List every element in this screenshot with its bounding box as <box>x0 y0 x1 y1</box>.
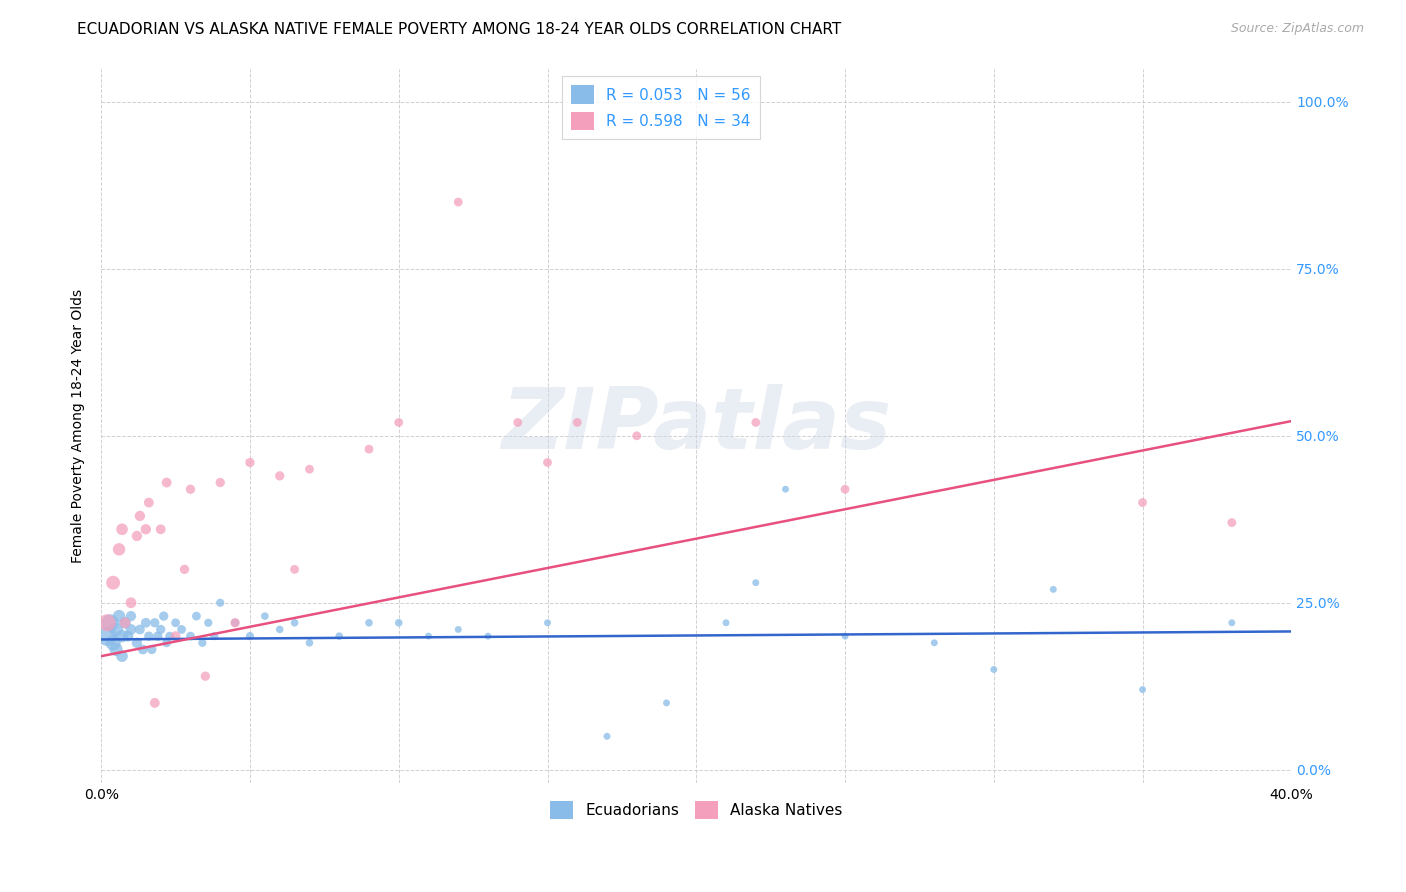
Point <box>143 696 166 710</box>
Point <box>149 623 172 637</box>
Point <box>120 609 142 624</box>
Point <box>173 562 195 576</box>
Point <box>101 636 124 650</box>
Point <box>117 629 139 643</box>
Point <box>120 596 142 610</box>
Point <box>152 609 174 624</box>
Point <box>253 609 276 624</box>
Point <box>1132 682 1154 697</box>
Point <box>114 615 136 630</box>
Point <box>536 615 558 630</box>
Text: ZIPatlas: ZIPatlas <box>501 384 891 467</box>
Point <box>125 636 148 650</box>
Point <box>179 629 201 643</box>
Point <box>165 629 187 643</box>
Point <box>159 629 181 643</box>
Point <box>191 636 214 650</box>
Point <box>239 456 262 470</box>
Point <box>224 615 246 630</box>
Point <box>775 482 797 496</box>
Point <box>269 623 291 637</box>
Point <box>138 629 160 643</box>
Point <box>143 615 166 630</box>
Point <box>98 615 121 630</box>
Point <box>1220 615 1243 630</box>
Point <box>132 642 155 657</box>
Point <box>101 575 124 590</box>
Point <box>108 542 131 557</box>
Point <box>156 475 179 490</box>
Y-axis label: Female Poverty Among 18-24 Year Olds: Female Poverty Among 18-24 Year Olds <box>72 289 86 563</box>
Point <box>745 575 768 590</box>
Point <box>194 669 217 683</box>
Point <box>536 456 558 470</box>
Legend: Ecuadorians, Alaska Natives: Ecuadorians, Alaska Natives <box>544 795 848 825</box>
Point <box>105 642 128 657</box>
Point <box>357 615 380 630</box>
Point <box>149 522 172 536</box>
Point <box>269 468 291 483</box>
Point <box>224 615 246 630</box>
Point <box>567 416 589 430</box>
Point <box>983 663 1005 677</box>
Point <box>284 615 307 630</box>
Point <box>328 629 350 643</box>
Point <box>170 623 193 637</box>
Point <box>626 429 648 443</box>
Point <box>156 636 179 650</box>
Point <box>197 615 219 630</box>
Point <box>388 615 411 630</box>
Point <box>714 615 737 630</box>
Point <box>209 475 232 490</box>
Point <box>120 623 142 637</box>
Point <box>146 629 169 643</box>
Point <box>357 442 380 457</box>
Point <box>135 615 157 630</box>
Point <box>111 649 134 664</box>
Point <box>111 522 134 536</box>
Point <box>209 596 232 610</box>
Point <box>96 615 118 630</box>
Point <box>179 482 201 496</box>
Point <box>477 629 499 643</box>
Point <box>506 416 529 430</box>
Point <box>298 462 321 476</box>
Point <box>165 615 187 630</box>
Point <box>388 416 411 430</box>
Point <box>447 195 470 210</box>
Point <box>284 562 307 576</box>
Point <box>186 609 208 624</box>
Point <box>111 629 134 643</box>
Text: Source: ZipAtlas.com: Source: ZipAtlas.com <box>1230 22 1364 36</box>
Text: ECUADORIAN VS ALASKA NATIVE FEMALE POVERTY AMONG 18-24 YEAR OLDS CORRELATION CHA: ECUADORIAN VS ALASKA NATIVE FEMALE POVER… <box>77 22 842 37</box>
Point <box>924 636 946 650</box>
Point <box>834 482 856 496</box>
Point <box>125 529 148 543</box>
Point <box>128 508 150 523</box>
Point <box>596 729 619 743</box>
Point <box>135 522 157 536</box>
Point <box>834 629 856 643</box>
Point <box>202 629 225 643</box>
Point <box>239 629 262 643</box>
Point <box>1220 516 1243 530</box>
Point <box>138 495 160 509</box>
Point <box>298 636 321 650</box>
Point <box>105 623 128 637</box>
Point <box>418 629 440 643</box>
Point <box>108 609 131 624</box>
Point <box>114 615 136 630</box>
Point <box>141 642 163 657</box>
Point <box>447 623 470 637</box>
Point <box>1132 495 1154 509</box>
Point <box>1042 582 1064 597</box>
Point <box>128 623 150 637</box>
Point <box>655 696 678 710</box>
Point <box>745 416 768 430</box>
Point <box>96 629 118 643</box>
